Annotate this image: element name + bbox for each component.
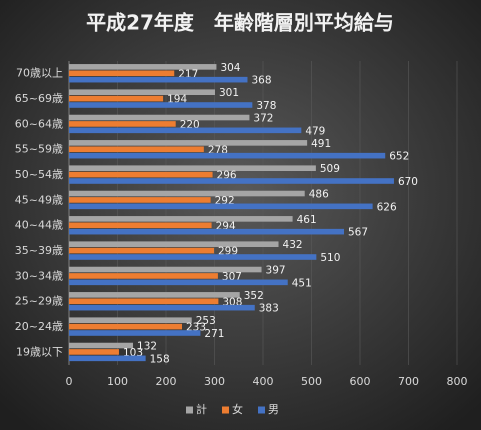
bar [69, 89, 215, 95]
data-label: 132 [137, 341, 157, 353]
data-label: 378 [256, 100, 276, 112]
bar [69, 95, 164, 102]
bar [69, 190, 305, 197]
data-label: 383 [259, 303, 279, 315]
bar [69, 317, 192, 323]
data-label: 567 [348, 227, 368, 239]
data-label: 491 [311, 138, 331, 150]
bar [69, 152, 386, 159]
bar [69, 247, 215, 254]
bar [69, 102, 253, 108]
bar [69, 70, 175, 77]
bar [69, 114, 250, 121]
data-label: 510 [320, 252, 340, 264]
y-tick-label: 25~29歳 [15, 295, 63, 308]
legend-label: 計 [196, 402, 207, 416]
bar [69, 64, 217, 70]
bar [69, 203, 373, 210]
bar [69, 165, 316, 171]
bar [69, 266, 262, 273]
data-label: 271 [204, 328, 224, 340]
data-label: 461 [297, 214, 317, 226]
data-label: 451 [292, 277, 312, 289]
x-tick-label: 400 [253, 375, 274, 388]
bar [69, 342, 134, 349]
data-label: 397 [266, 265, 286, 277]
y-tick-label: 70歳以上 [16, 67, 63, 80]
x-tick-label: 700 [398, 375, 419, 388]
x-tick-label: 200 [156, 375, 177, 388]
x-tick-label: 300 [204, 375, 225, 388]
bar [69, 323, 183, 330]
bar [69, 140, 308, 146]
data-label: 304 [220, 62, 240, 74]
x-tick-label: 500 [301, 375, 322, 388]
y-tick-label: 50~54歳 [15, 168, 63, 181]
legend-label: 女 [232, 402, 243, 416]
data-label: 486 [309, 189, 329, 201]
x-tick-label: 600 [350, 375, 371, 388]
y-tick-label: 35~39歳 [15, 244, 63, 257]
bar [69, 216, 293, 222]
bar [69, 298, 219, 305]
data-label: 372 [253, 113, 273, 125]
bar [69, 222, 212, 229]
y-tick-label: 40~44歳 [15, 219, 63, 232]
data-label: 626 [377, 201, 397, 213]
chart-title: 平成27年度 年齢階層別平均給与 [86, 11, 394, 35]
bar [69, 228, 344, 235]
data-label: 253 [196, 315, 216, 327]
data-label: 352 [244, 290, 264, 302]
bar [69, 304, 255, 311]
bar [69, 330, 201, 336]
legend-swatch [186, 406, 193, 414]
x-tick-label: 800 [447, 375, 468, 388]
bar [69, 197, 211, 203]
bar [69, 178, 394, 184]
bar [69, 279, 288, 286]
bar [69, 127, 302, 134]
bar [69, 146, 204, 153]
bar [69, 349, 119, 355]
legend-swatch [222, 406, 229, 414]
y-tick-label: 45~49歳 [15, 193, 63, 206]
data-label: 432 [283, 239, 303, 251]
data-label: 301 [219, 87, 239, 99]
data-label: 158 [150, 353, 170, 365]
y-tick-label: 30~34歳 [15, 269, 63, 282]
y-tick-label: 55~59歳 [15, 143, 63, 156]
data-label: 368 [251, 75, 271, 87]
bar [69, 273, 218, 279]
data-label: 509 [320, 163, 340, 175]
data-label: 670 [398, 176, 418, 188]
bar [69, 121, 176, 127]
bar [69, 355, 146, 362]
bar [69, 241, 279, 247]
x-tick-label: 0 [66, 375, 73, 388]
data-label: 652 [389, 151, 409, 163]
bar [69, 76, 248, 83]
bar [69, 171, 213, 178]
legend-label: 男 [268, 403, 279, 416]
bar [69, 292, 240, 298]
legend-swatch [258, 406, 265, 414]
data-label: 479 [305, 125, 325, 137]
y-tick-label: 19歳以下 [16, 345, 63, 358]
x-tick-label: 100 [107, 375, 128, 388]
y-tick-label: 60~64歳 [15, 117, 63, 130]
bar [69, 254, 317, 260]
y-tick-label: 20~24歳 [15, 320, 63, 333]
y-tick-label: 65~69歳 [15, 92, 63, 105]
